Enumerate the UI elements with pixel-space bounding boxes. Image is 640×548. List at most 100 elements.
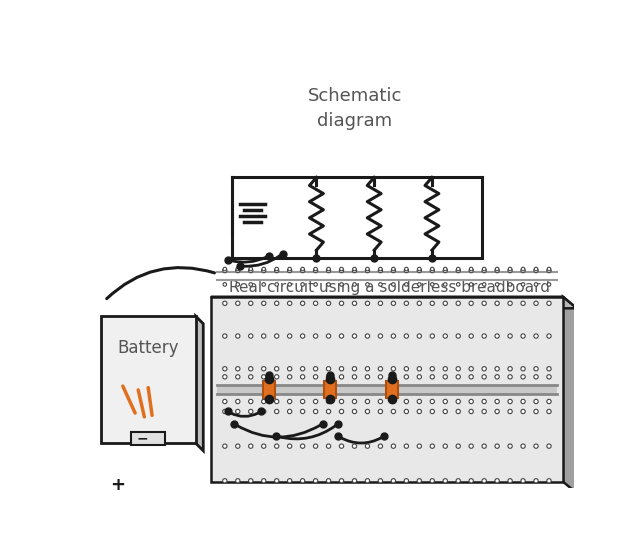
Circle shape	[379, 267, 382, 271]
Circle shape	[353, 269, 356, 273]
Circle shape	[443, 367, 447, 371]
Circle shape	[353, 492, 356, 495]
Circle shape	[508, 334, 512, 338]
Circle shape	[404, 334, 408, 338]
Circle shape	[353, 444, 356, 448]
Circle shape	[275, 478, 279, 483]
Circle shape	[391, 399, 396, 404]
Circle shape	[417, 334, 422, 338]
Circle shape	[547, 283, 551, 286]
Circle shape	[339, 375, 344, 379]
Circle shape	[521, 269, 525, 273]
Circle shape	[378, 375, 383, 379]
Circle shape	[417, 399, 422, 404]
Circle shape	[495, 301, 499, 305]
Circle shape	[300, 375, 305, 379]
Circle shape	[495, 513, 499, 518]
Circle shape	[365, 492, 369, 495]
Circle shape	[262, 375, 266, 379]
Circle shape	[417, 507, 421, 511]
Circle shape	[404, 267, 408, 271]
Circle shape	[379, 492, 382, 495]
Circle shape	[301, 267, 305, 271]
Circle shape	[326, 334, 331, 338]
Circle shape	[456, 375, 460, 379]
Circle shape	[365, 367, 370, 371]
Bar	[324, 381, 337, 398]
Circle shape	[534, 283, 538, 286]
Polygon shape	[211, 297, 563, 482]
Circle shape	[430, 444, 435, 448]
Circle shape	[469, 367, 474, 371]
Circle shape	[236, 399, 240, 404]
Circle shape	[326, 409, 331, 414]
Circle shape	[249, 492, 253, 495]
Circle shape	[508, 267, 512, 271]
Polygon shape	[211, 297, 577, 309]
Circle shape	[430, 334, 435, 338]
Circle shape	[223, 409, 227, 414]
Circle shape	[443, 478, 447, 483]
Circle shape	[417, 283, 421, 286]
Circle shape	[223, 478, 227, 483]
Circle shape	[404, 513, 408, 518]
Circle shape	[262, 507, 266, 511]
Circle shape	[327, 507, 330, 511]
Circle shape	[495, 334, 499, 338]
Text: −: −	[136, 431, 148, 446]
Circle shape	[378, 409, 383, 414]
Bar	[386, 381, 398, 398]
Circle shape	[469, 269, 474, 273]
Circle shape	[391, 269, 396, 273]
Circle shape	[327, 492, 330, 495]
Circle shape	[482, 367, 486, 371]
Circle shape	[495, 507, 499, 511]
Circle shape	[444, 492, 447, 495]
Circle shape	[249, 507, 253, 511]
Circle shape	[482, 399, 486, 404]
Circle shape	[391, 334, 396, 338]
Circle shape	[262, 334, 266, 338]
Circle shape	[404, 301, 408, 305]
Circle shape	[508, 399, 512, 404]
Circle shape	[378, 444, 383, 448]
Circle shape	[456, 444, 460, 448]
Circle shape	[469, 507, 473, 511]
Bar	[217, 385, 557, 394]
Circle shape	[287, 334, 292, 338]
Circle shape	[301, 507, 305, 511]
Circle shape	[547, 399, 551, 404]
Circle shape	[275, 269, 279, 273]
Circle shape	[287, 301, 292, 305]
Circle shape	[391, 367, 396, 371]
Circle shape	[300, 409, 305, 414]
Circle shape	[483, 267, 486, 271]
Circle shape	[495, 478, 499, 483]
Circle shape	[365, 444, 370, 448]
Circle shape	[339, 478, 344, 483]
Circle shape	[392, 267, 395, 271]
Circle shape	[365, 399, 370, 404]
Circle shape	[404, 492, 408, 495]
Circle shape	[483, 492, 486, 495]
Circle shape	[547, 367, 551, 371]
Circle shape	[547, 334, 551, 338]
Circle shape	[275, 301, 279, 305]
Circle shape	[365, 269, 370, 273]
Circle shape	[430, 269, 435, 273]
Circle shape	[521, 301, 525, 305]
Circle shape	[327, 267, 330, 271]
Circle shape	[508, 507, 512, 511]
Circle shape	[482, 513, 486, 518]
Circle shape	[469, 409, 474, 414]
Circle shape	[469, 478, 474, 483]
Circle shape	[314, 513, 317, 518]
Circle shape	[275, 283, 278, 286]
Circle shape	[327, 283, 330, 286]
Circle shape	[456, 478, 460, 483]
Circle shape	[365, 283, 369, 286]
Circle shape	[430, 399, 435, 404]
Circle shape	[365, 301, 370, 305]
Polygon shape	[563, 297, 577, 493]
Circle shape	[534, 492, 538, 495]
